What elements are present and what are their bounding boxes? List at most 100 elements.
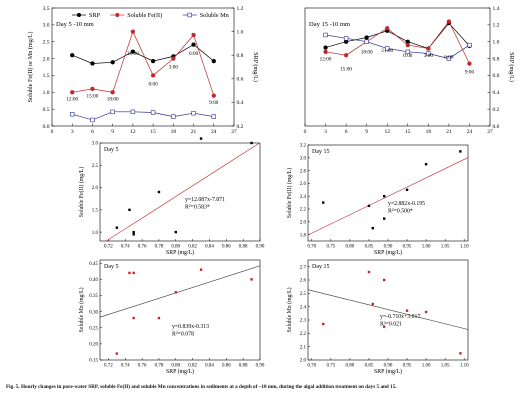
p2-point-solublemn [426,51,431,56]
p1-point-srp [70,53,75,58]
p4-x-tick-label: 0.90 [384,245,393,250]
p3-y-tick-label: 2.5 [92,164,99,169]
p2-time-annotation: 3:00 [424,53,434,59]
p5-y-axis-label: Soluble Mn (mg/L) [78,287,85,332]
p5-panel-label: Day 5 [104,264,119,270]
p6-plot-frame [307,259,469,361]
p3-y-axis-label: Soluble Fe(II) (mg/L) [78,167,85,218]
p2-series-line-solublefeii [325,20,470,64]
p2-time-annotation: 12:00 [320,56,332,62]
p6-panel-label: Day 15 [312,264,330,270]
p1-left-tick-label: 1.5 [43,73,50,79]
p2-time-annotation: 21:00 [381,48,393,54]
p5-plot-frame [99,259,261,361]
p3-x-tick-label: 0.72 [104,245,113,250]
p2-point-solublemn [467,42,472,48]
p6-x-tick-label: 0.95 [403,364,412,369]
p2-point-solublemn [405,49,410,55]
p6-y-tick-label: 2.0 [300,359,307,364]
p4-data-point [405,188,409,191]
p1-point-solublemn [110,109,115,115]
p2-point-solublefeii [467,61,472,66]
p6-y-tick-label: 2.4 [300,305,307,310]
p2-point-solublefeii [323,49,328,54]
p5-data-point [199,268,203,271]
p6-x-tick-label: 1.10 [460,364,469,369]
p2-time-annotation: 6:00 [444,55,454,61]
p1-x-tick-label: 6 [91,129,94,135]
p1-legend-marker [77,13,81,17]
p3-data-point [250,141,253,145]
p1-point-solublemn [171,114,176,119]
p5-data-point [115,352,119,355]
p6-data-point [371,302,374,306]
p6-x-tick-label: 0.70 [307,364,316,369]
p2-right-tick-label: 0.2 [493,107,500,113]
p1-time-annotation: 12:00 [66,97,78,103]
p1-point-solublefeii [150,73,156,78]
p3-y-tick-label: 1.0 [92,231,99,236]
p1-series-line-srp [72,44,215,64]
p5-x-tick-label: 0.84 [205,364,214,369]
p5-fit-r2: R²=0.078 [172,332,194,338]
p4-x-tick-label: 0.95 [403,245,412,250]
p2-x-tick-label: 21 [446,129,452,135]
p1-point-solublefeii [70,90,75,95]
p4-data-point [459,150,462,153]
p6-y-tick-label: 2.2 [300,332,307,337]
p3-data-point [132,230,135,234]
p1-time-annotation: 6:00 [189,51,199,57]
p5-x-tick-label: 0.90 [256,364,265,369]
p6-data-point [459,352,462,355]
p3-plot-frame [99,142,261,242]
p1-x-tick-label: 9 [111,129,114,135]
p1-time-annotation: 9:00 [209,100,219,106]
p3-x-axis-label: SRP (mg/L) [166,249,194,256]
p3-x-tick-label: 0.74 [121,245,130,250]
p5-y-tick-label: 0.25 [89,326,98,331]
p1-point-srp [90,61,95,66]
p3-x-tick-label: 0.84 [205,245,214,250]
p2-time-annotation: 0:00 [403,53,413,59]
p1-time-annotation: 21:00 [127,51,139,57]
p2-right-tick-label: 1.0 [493,40,500,46]
p5-data-point [132,271,135,275]
p2-point-solublefeii [343,53,349,58]
p1-x-tick-label: 27 [231,129,237,135]
p2-x-tick-label: 24 [467,129,473,135]
p6-y-tick-label: 2.3 [300,319,307,324]
p1-right-tick-label: 0.4 [237,100,244,106]
p5-x-tick-label: 0.80 [171,364,180,369]
p5-x-tick-label: 0.78 [155,364,164,369]
p1-point-solublemn [150,110,156,115]
p1-right-tick-label: 0.2 [237,124,244,130]
p4-y-tick-label: 2.4 [300,195,307,200]
p1-plot-frame [51,7,235,127]
p3-data-point [128,208,131,212]
p4-y-tick-label: 2.8 [300,169,307,174]
p2-x-tick-label: 6 [345,129,348,135]
p1-point-solublefeii [191,32,196,38]
p5-x-tick-label: 0.88 [239,364,248,369]
p4-data-point [322,201,325,204]
p6-y-axis-label: Soluble Mn (mg/L) [286,287,293,332]
p5-data-point [250,278,253,281]
p4-y-tick-label: 1.8 [300,233,307,238]
p4-data-point [424,163,428,166]
p4-y-tick-label: 2.2 [300,208,307,213]
p6-x-axis-label: SRP (mg/L) [374,368,402,375]
p1-x-tick-label: 21 [191,129,197,135]
p2-point-solublemn [385,46,390,51]
p4-y-tick-label: 3.0 [300,157,307,162]
p6-fit-line [307,289,469,330]
p2-plot-frame [304,7,491,127]
p2-x-tick-label: 9 [365,129,368,135]
p3-data-point [157,190,161,194]
p6-data-point [405,309,409,312]
p3-data-point [115,226,119,229]
p1-point-solublefeii [211,93,216,98]
p4-x-tick-label: 0.70 [307,245,316,250]
p3-data-point [174,230,177,234]
p4-x-tick-label: 0.80 [346,245,355,250]
